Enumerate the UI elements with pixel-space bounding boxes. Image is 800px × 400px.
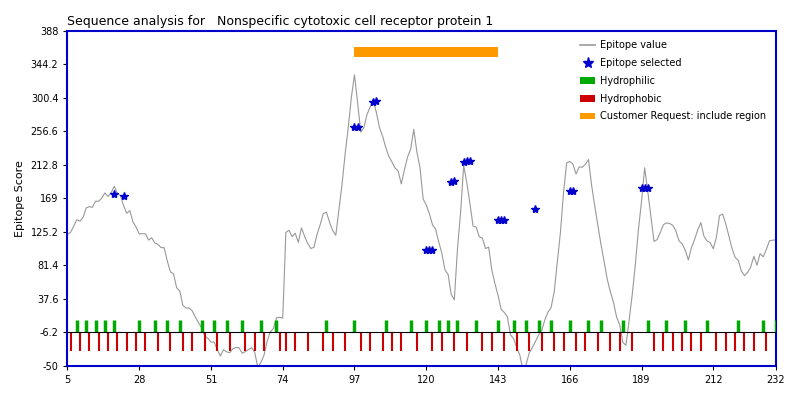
- Legend: Epitope value, Epitope selected, Hydrophilic, Hydrophobic, Customer Request: inc: Epitope value, Epitope selected, Hydroph…: [575, 36, 771, 126]
- Text: Sequence analysis for   Nonspecific cytotoxic cell receptor protein 1: Sequence analysis for Nonspecific cytoto…: [67, 15, 494, 28]
- Y-axis label: Epitope Score: Epitope Score: [15, 160, 25, 237]
- FancyBboxPatch shape: [354, 47, 498, 57]
